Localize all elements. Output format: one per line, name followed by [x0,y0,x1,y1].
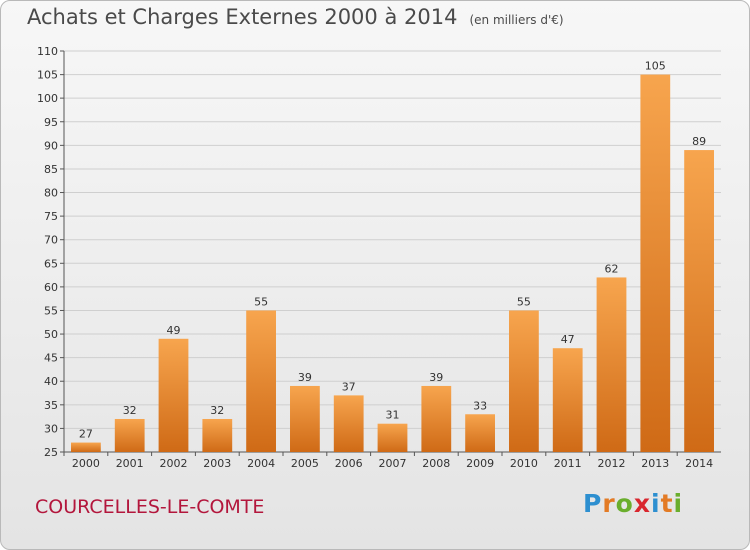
labels: 27 2000 32 2001 49 2002 32 2003 55 2004 39 2005 37 20… [72,60,713,470]
bar [114,418,145,452]
x-tick-label: 2002 [160,457,188,470]
bar-value-label: 62 [605,262,619,275]
x-tick-label: 2003 [203,457,231,470]
bar-value-label: 32 [210,404,224,417]
bar-value-label: 55 [517,295,531,308]
x-tick-label: 2009 [466,457,494,470]
y-tick-label: 60 [44,281,58,294]
y-tick-label: 85 [44,163,58,176]
x-tick-label: 2007 [379,457,407,470]
y-tick-label: 25 [44,446,58,459]
x-tick-label: 2001 [116,457,144,470]
y-tick-label: 70 [44,234,58,247]
logo-letter: r [602,489,616,518]
y-tick-label: 50 [44,328,58,341]
logo-letter: P [583,489,603,518]
y-tick-label: 45 [44,352,58,365]
y-tick-label: 75 [44,210,58,223]
bar [465,414,495,452]
y-tick-label: 95 [44,116,58,129]
y-tick-label: 110 [37,45,58,58]
y-tick-label: 80 [44,187,58,200]
x-tick-label: 2008 [422,457,450,470]
bar-value-label: 33 [473,399,487,412]
x-tick-label: 2012 [598,457,626,470]
bar [640,74,671,453]
bar-value-label: 39 [298,371,312,384]
bar [377,423,408,452]
x-tick-label: 2004 [247,457,275,470]
bar-value-label: 49 [167,324,181,337]
bar-value-label: 32 [123,404,137,417]
x-tick-label: 2000 [72,457,100,470]
bar-value-label: 55 [254,295,268,308]
bar-value-label: 39 [429,371,443,384]
bars [71,74,714,453]
chart-title-text: Achats et Charges Externes 2000 à 2014 [27,5,458,29]
bar [158,338,189,452]
y-tick-label: 30 [44,422,58,435]
x-tick-label: 2014 [685,457,713,470]
bar [290,385,320,452]
logo-letter: x [633,489,651,518]
logo-letter: i [651,489,661,518]
logo-letter: i [673,489,684,518]
logo-letter: o [615,489,634,518]
x-tick-label: 2013 [641,457,669,470]
bar [509,310,539,452]
x-tick-label: 2010 [510,457,538,470]
y-tick-label: 90 [44,139,58,152]
chart-unit: (en milliers d'€) [469,13,564,27]
bar-value-label: 47 [561,333,575,346]
location-name: COURCELLES-LE-COMTE [35,496,265,518]
bar-value-label: 105 [645,60,666,73]
bar-value-label: 37 [342,380,356,393]
bar [421,385,452,452]
y-tick-label: 100 [37,92,58,105]
bar [202,418,233,452]
bar [246,310,276,452]
bar [684,150,714,452]
x-tick-label: 2011 [554,457,582,470]
bar [596,277,627,452]
logo-letter: t [660,489,674,518]
bar [552,348,583,452]
bar [333,395,364,452]
bar [71,442,101,452]
proxiti-logo[interactable]: Proxiti [583,489,683,518]
bar-value-label: 89 [692,135,706,148]
y-tick-label: 65 [44,257,58,270]
y-tick-label: 40 [44,375,58,388]
x-tick-label: 2005 [291,457,319,470]
x-tick-label: 2006 [335,457,363,470]
y-tick-label: 105 [37,69,58,82]
bar-value-label: 27 [79,428,93,441]
bar-value-label: 31 [386,409,400,422]
y-tick-label: 55 [44,304,58,317]
y-tick-label: 35 [44,399,58,412]
chart-title: Achats et Charges Externes 2000 à 2014 (e… [27,5,564,29]
